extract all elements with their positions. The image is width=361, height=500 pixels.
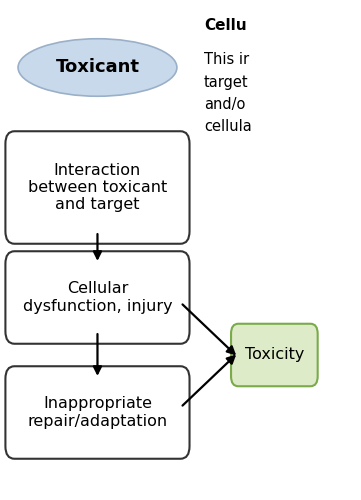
Ellipse shape (18, 39, 177, 96)
FancyBboxPatch shape (5, 251, 190, 344)
Text: Toxicity: Toxicity (245, 348, 304, 362)
FancyBboxPatch shape (5, 132, 190, 244)
FancyBboxPatch shape (231, 324, 318, 386)
Text: This ir
target
and/o
cellula: This ir target and/o cellula (204, 52, 252, 134)
Text: Cellular
dysfunction, injury: Cellular dysfunction, injury (23, 282, 172, 314)
Text: Interaction
between toxicant
and target: Interaction between toxicant and target (28, 162, 167, 212)
Text: Cellu: Cellu (204, 18, 247, 32)
FancyBboxPatch shape (5, 366, 190, 459)
Text: Toxicant: Toxicant (56, 58, 139, 76)
Text: Inappropriate
repair/adaptation: Inappropriate repair/adaptation (27, 396, 168, 428)
